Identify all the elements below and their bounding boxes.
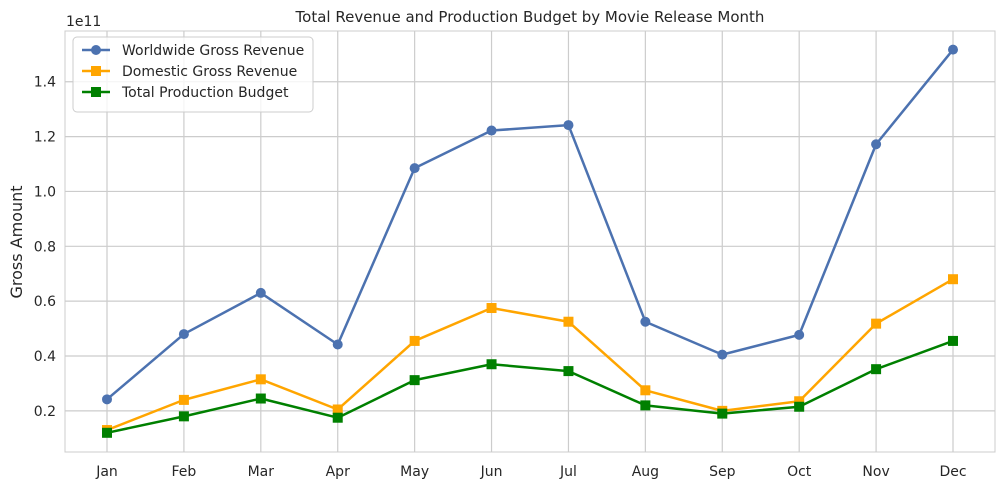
data-point <box>640 316 651 327</box>
x-tick-label: Dec <box>939 464 966 480</box>
series-lines <box>102 44 958 438</box>
data-point <box>640 400 651 411</box>
series-line <box>106 339 954 435</box>
y-tick-label: 0.8 <box>34 239 56 255</box>
x-axis-ticks: Jan Feb Mar Apr May Jun Jul Aug Sep Oct Nov Dec <box>95 464 966 480</box>
y-tick-label: 1.4 <box>34 75 56 91</box>
data-point <box>563 366 574 377</box>
legend-label: Total Production Budget <box>121 85 289 101</box>
legend-marker <box>91 87 101 97</box>
x-tick-label: May <box>400 464 429 480</box>
data-point <box>948 274 958 285</box>
y-tick-label: 0.4 <box>34 349 56 365</box>
data-point <box>409 375 420 386</box>
data-point <box>486 359 497 370</box>
legend-item: Worldwide Gross Revenue <box>82 43 304 59</box>
grid-lines <box>65 31 995 452</box>
data-point <box>102 394 112 405</box>
data-point <box>794 396 805 407</box>
y-tick-label: 0.6 <box>34 294 56 310</box>
legend: Worldwide Gross Revenue Domestic Gross Re… <box>72 36 314 113</box>
legend-item: Domestic Gross Revenue <box>82 64 297 80</box>
data-point <box>794 329 805 340</box>
y-axis-ticks: 0.2 0.4 0.6 0.8 1.0 1.2 1.4 <box>34 75 56 420</box>
data-point <box>409 335 420 346</box>
y-axis-offset-label: 1e11 <box>66 14 101 30</box>
legend-item: Total Production Budget <box>82 85 289 101</box>
data-point <box>871 364 882 375</box>
data-point <box>563 316 574 327</box>
data-point <box>409 163 420 174</box>
data-point <box>794 401 805 412</box>
data-point <box>948 44 958 55</box>
data-point <box>717 408 728 419</box>
data-point <box>563 120 574 131</box>
x-tick-label: Aug <box>632 464 659 480</box>
data-point <box>178 394 189 405</box>
x-tick-label: Mar <box>248 464 275 480</box>
legend-box <box>72 36 314 113</box>
legend-marker <box>91 66 101 76</box>
chart-title: Total Revenue and Production Budget by M… <box>295 8 765 26</box>
legend-label: Worldwide Gross Revenue <box>122 43 304 59</box>
data-point <box>255 393 266 404</box>
data-point <box>332 412 343 423</box>
data-point <box>948 335 958 346</box>
legend-marker <box>91 45 101 55</box>
x-tick-label: Sep <box>709 464 736 480</box>
data-point <box>486 125 497 136</box>
x-tick-label: Nov <box>862 464 889 480</box>
data-point <box>871 139 882 150</box>
y-tick-label: 1.0 <box>34 184 56 200</box>
data-point <box>640 385 651 396</box>
data-point <box>255 287 266 298</box>
data-point <box>332 404 343 415</box>
data-point <box>255 374 266 385</box>
y-tick-label: 0.2 <box>34 404 56 420</box>
series-3 <box>102 335 958 438</box>
x-tick-label: Oct <box>787 464 812 480</box>
x-tick-label: Feb <box>172 464 197 480</box>
legend-label: Domestic Gross Revenue <box>122 64 297 80</box>
x-tick-label: Jul <box>559 464 577 480</box>
y-axis-label: Gross Amount <box>7 185 26 298</box>
series-line <box>106 48 954 401</box>
series-line <box>106 278 954 432</box>
data-point <box>486 303 497 314</box>
y-tick-label: 1.2 <box>34 130 56 146</box>
data-point <box>871 318 882 329</box>
plot-frame <box>64 30 996 453</box>
data-point <box>102 427 112 438</box>
x-tick-label: Jan <box>95 464 118 480</box>
data-point <box>717 349 728 360</box>
series-1 <box>102 44 958 405</box>
x-tick-label: Jun <box>480 464 503 480</box>
x-tick-label: Apr <box>326 464 350 480</box>
data-point <box>332 339 343 350</box>
data-point <box>178 329 189 340</box>
data-point <box>178 411 189 422</box>
